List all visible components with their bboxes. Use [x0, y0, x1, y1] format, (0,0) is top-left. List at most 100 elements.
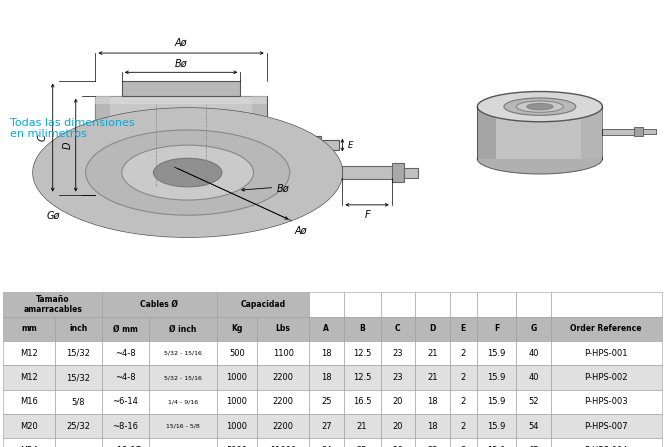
Bar — [257, 390, 309, 414]
Text: 3: 3 — [460, 446, 466, 447]
Text: 15/16 - 5/8: 15/16 - 5/8 — [166, 424, 200, 429]
Bar — [450, 341, 477, 366]
Bar — [415, 414, 450, 439]
Text: 25: 25 — [321, 397, 332, 406]
Text: 16.5: 16.5 — [353, 397, 371, 406]
Bar — [477, 107, 602, 159]
Bar — [257, 366, 309, 390]
Bar — [309, 390, 344, 414]
Bar — [477, 317, 516, 341]
Text: G: G — [530, 325, 537, 333]
Bar — [217, 390, 257, 414]
Bar — [642, 130, 656, 134]
Bar — [149, 390, 217, 414]
Bar — [321, 140, 339, 150]
Text: ~8-16: ~8-16 — [112, 422, 138, 431]
Text: 54: 54 — [528, 422, 539, 431]
Ellipse shape — [527, 103, 553, 110]
Bar — [415, 439, 450, 447]
Bar — [344, 317, 380, 341]
Bar — [309, 366, 344, 390]
Text: Bø: Bø — [276, 184, 289, 194]
Text: 1000: 1000 — [227, 422, 247, 431]
Bar — [344, 366, 380, 390]
Bar — [149, 317, 217, 341]
Text: D: D — [429, 325, 436, 333]
Text: 15/32: 15/32 — [66, 349, 90, 358]
Text: 5/8: 5/8 — [72, 397, 85, 406]
Text: 18: 18 — [427, 422, 438, 431]
Text: Tamaño
amarracables: Tamaño amarracables — [23, 295, 82, 314]
Bar — [415, 341, 450, 366]
Ellipse shape — [504, 98, 576, 115]
Text: C: C — [38, 134, 48, 141]
Bar — [581, 107, 602, 159]
Bar — [257, 317, 309, 341]
Bar — [516, 414, 551, 439]
Text: P-HPS-001: P-HPS-001 — [585, 349, 628, 358]
Bar — [450, 414, 477, 439]
Bar — [3, 414, 55, 439]
Bar — [3, 317, 55, 341]
Ellipse shape — [477, 144, 602, 174]
Bar — [102, 414, 149, 439]
Text: 2: 2 — [461, 422, 466, 431]
Bar — [96, 96, 267, 194]
Bar — [551, 366, 662, 390]
Bar — [217, 317, 257, 341]
Text: 23: 23 — [392, 373, 403, 382]
Bar — [380, 390, 415, 414]
Bar — [415, 390, 450, 414]
Bar — [450, 292, 477, 317]
Bar — [55, 439, 102, 447]
Bar — [252, 96, 267, 194]
Bar — [3, 366, 55, 390]
Text: M12: M12 — [21, 349, 38, 358]
Bar — [551, 390, 662, 414]
Text: 1/4 - 9/16: 1/4 - 9/16 — [168, 400, 198, 405]
Text: 2: 2 — [461, 397, 466, 406]
Text: ~4-8: ~4-8 — [115, 373, 136, 382]
Text: 500: 500 — [229, 349, 245, 358]
Bar — [149, 341, 217, 366]
Text: 18: 18 — [321, 373, 332, 382]
Bar — [450, 390, 477, 414]
Bar — [309, 317, 344, 341]
Bar — [102, 366, 149, 390]
Text: B: B — [359, 325, 365, 333]
Text: 15/32: 15/32 — [66, 373, 90, 382]
Text: 65: 65 — [528, 446, 539, 447]
Bar — [551, 341, 662, 366]
Bar — [415, 292, 450, 317]
Wedge shape — [33, 108, 342, 237]
Text: F: F — [494, 325, 499, 333]
Bar — [102, 317, 149, 341]
Bar — [344, 390, 380, 414]
Text: 1000: 1000 — [227, 373, 247, 382]
Text: 5/32 - 15/16: 5/32 - 15/16 — [164, 375, 201, 380]
Text: 2200: 2200 — [273, 373, 294, 382]
Bar — [344, 439, 380, 447]
Bar — [217, 341, 257, 366]
Text: 5000: 5000 — [227, 446, 247, 447]
Circle shape — [122, 145, 253, 200]
Text: D: D — [63, 141, 73, 149]
Bar — [306, 136, 321, 155]
Text: Kg: Kg — [231, 325, 243, 333]
Bar — [217, 292, 309, 317]
Text: Gø: Gø — [47, 210, 61, 220]
Bar — [3, 341, 55, 366]
Text: 1000: 1000 — [227, 397, 247, 406]
Text: 15.9: 15.9 — [487, 349, 505, 358]
Bar — [602, 129, 634, 135]
Text: 52: 52 — [528, 397, 539, 406]
Bar — [309, 292, 344, 317]
Bar — [380, 414, 415, 439]
Circle shape — [86, 130, 290, 215]
Bar — [309, 341, 344, 366]
Bar — [551, 317, 662, 341]
Bar — [309, 414, 344, 439]
Bar — [477, 414, 516, 439]
Bar — [102, 341, 149, 366]
Text: Bø: Bø — [175, 58, 188, 68]
